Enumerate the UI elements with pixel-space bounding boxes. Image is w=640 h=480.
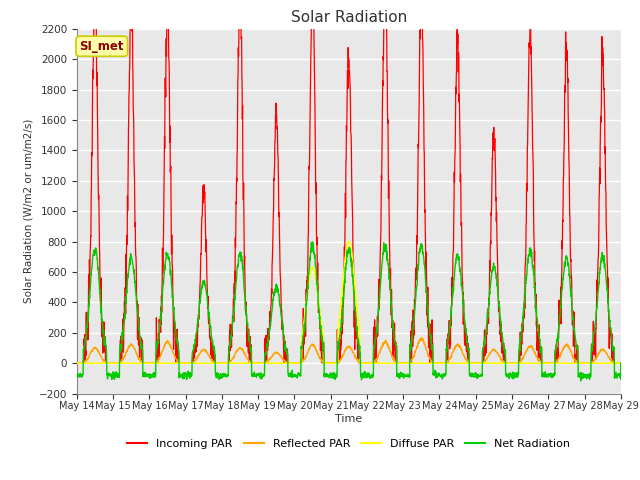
X-axis label: Time: Time (335, 414, 362, 424)
Legend: Incoming PAR, Reflected PAR, Diffuse PAR, Net Radiation: Incoming PAR, Reflected PAR, Diffuse PAR… (123, 435, 575, 454)
Y-axis label: Solar Radiation (W/m2 or um/m2/s): Solar Radiation (W/m2 or um/m2/s) (23, 119, 33, 303)
Text: SI_met: SI_met (79, 40, 124, 53)
Title: Solar Radiation: Solar Radiation (291, 10, 407, 25)
